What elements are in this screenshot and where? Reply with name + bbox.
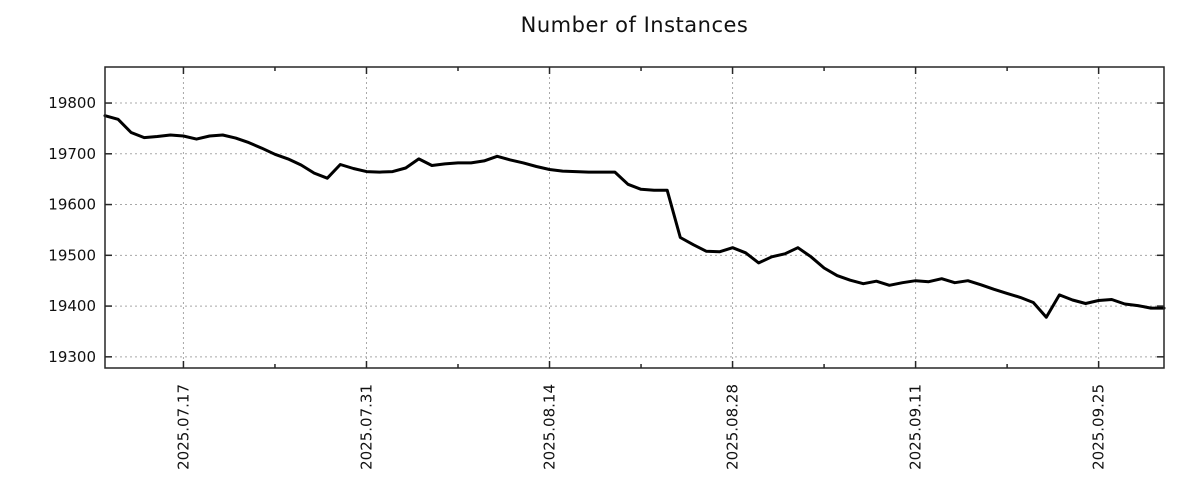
y-tick-label: 19400 (48, 297, 96, 315)
x-tick-label: 2025.09.25 (1090, 384, 1108, 470)
y-tick-label: 19300 (48, 348, 96, 366)
y-tick-label: 19700 (48, 145, 96, 163)
x-tick-label: 2025.07.31 (357, 384, 375, 470)
chart-title: Number of Instances (520, 13, 749, 37)
y-tick-label: 19600 (48, 196, 96, 214)
x-tick-label: 2025.08.28 (724, 384, 742, 470)
plot-border (104, 66, 1165, 369)
x-tick-label: 2025.07.17 (174, 384, 192, 470)
x-tick-label: 2025.09.11 (907, 384, 925, 470)
y-tick-label: 19500 (48, 246, 96, 264)
data-line (103, 114, 1166, 319)
x-tick-label: 2025.08.14 (541, 384, 559, 470)
y-tick-label: 19800 (48, 94, 96, 112)
